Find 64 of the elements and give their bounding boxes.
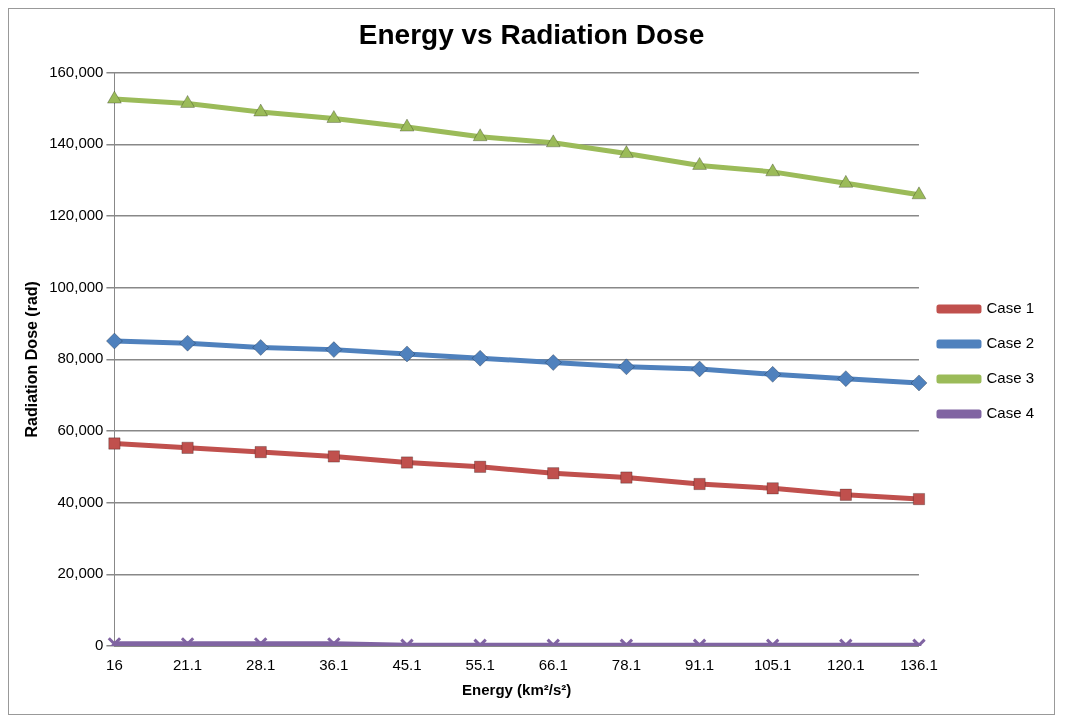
legend-label: Case 3 [986,369,1034,387]
point [911,186,927,200]
y-tick-label: 40,000 [57,492,104,510]
x-tick-label: 105.1 [753,656,792,674]
point [180,94,195,108]
point [181,441,194,454]
x-tick-label: 78.1 [611,656,642,674]
point [838,174,854,188]
x-tick-label: 28.1 [246,656,276,674]
x-tick-label: 55.1 [465,656,495,674]
y-tick-label: 140,000 [49,134,104,152]
x-tick-label: 21.1 [172,656,203,674]
point [693,477,706,491]
y-tick-label: 160,000 [49,62,104,80]
point [691,360,709,378]
x-tick-label: 36.1 [319,656,349,674]
x-tick-label: 120.1 [827,656,865,674]
point [106,90,122,104]
point [545,134,561,148]
x-axis-title: Energy (km²/s²) [462,681,572,699]
point [618,145,634,159]
point [105,332,123,350]
point [547,467,560,480]
point [179,334,197,352]
point [766,482,779,495]
point [399,118,415,132]
point [764,365,782,383]
point [692,156,707,170]
point [765,163,781,177]
point [912,492,926,506]
point [400,456,414,469]
legend-label: Case 4 [986,404,1034,422]
point [325,341,343,359]
point [617,358,635,376]
y-tick-label: 20,000 [57,564,104,582]
chart-title: Energy vs Radiation Dose [358,18,705,50]
point [473,460,487,473]
point [839,488,852,501]
point [327,450,340,463]
y-tick-label: 60,000 [57,421,104,439]
point [544,354,562,372]
point [108,437,121,450]
x-tick-label: 91.1 [684,656,715,674]
y-axis-title: Radiation Dose (rad) [23,281,41,438]
legend-label: Case 1 [986,299,1034,317]
point [837,370,855,388]
point [910,374,928,392]
x-tick-label: 66.1 [538,656,568,674]
y-tick-label: 0 [95,636,104,654]
legend-label: Case 2 [986,334,1034,352]
y-tick-label: 100,000 [49,277,104,295]
y-tick-label: 120,000 [49,206,104,224]
x-tick-label: 45.1 [392,656,422,674]
point [254,445,267,459]
point [326,109,342,123]
x-tick-label: 136.1 [900,656,938,674]
point [253,103,269,117]
point [398,345,416,363]
point [471,349,489,367]
point [252,338,270,356]
point [472,128,488,142]
point [620,471,633,484]
y-tick-label: 80,000 [57,349,104,367]
x-tick-label: 16 [106,656,123,674]
